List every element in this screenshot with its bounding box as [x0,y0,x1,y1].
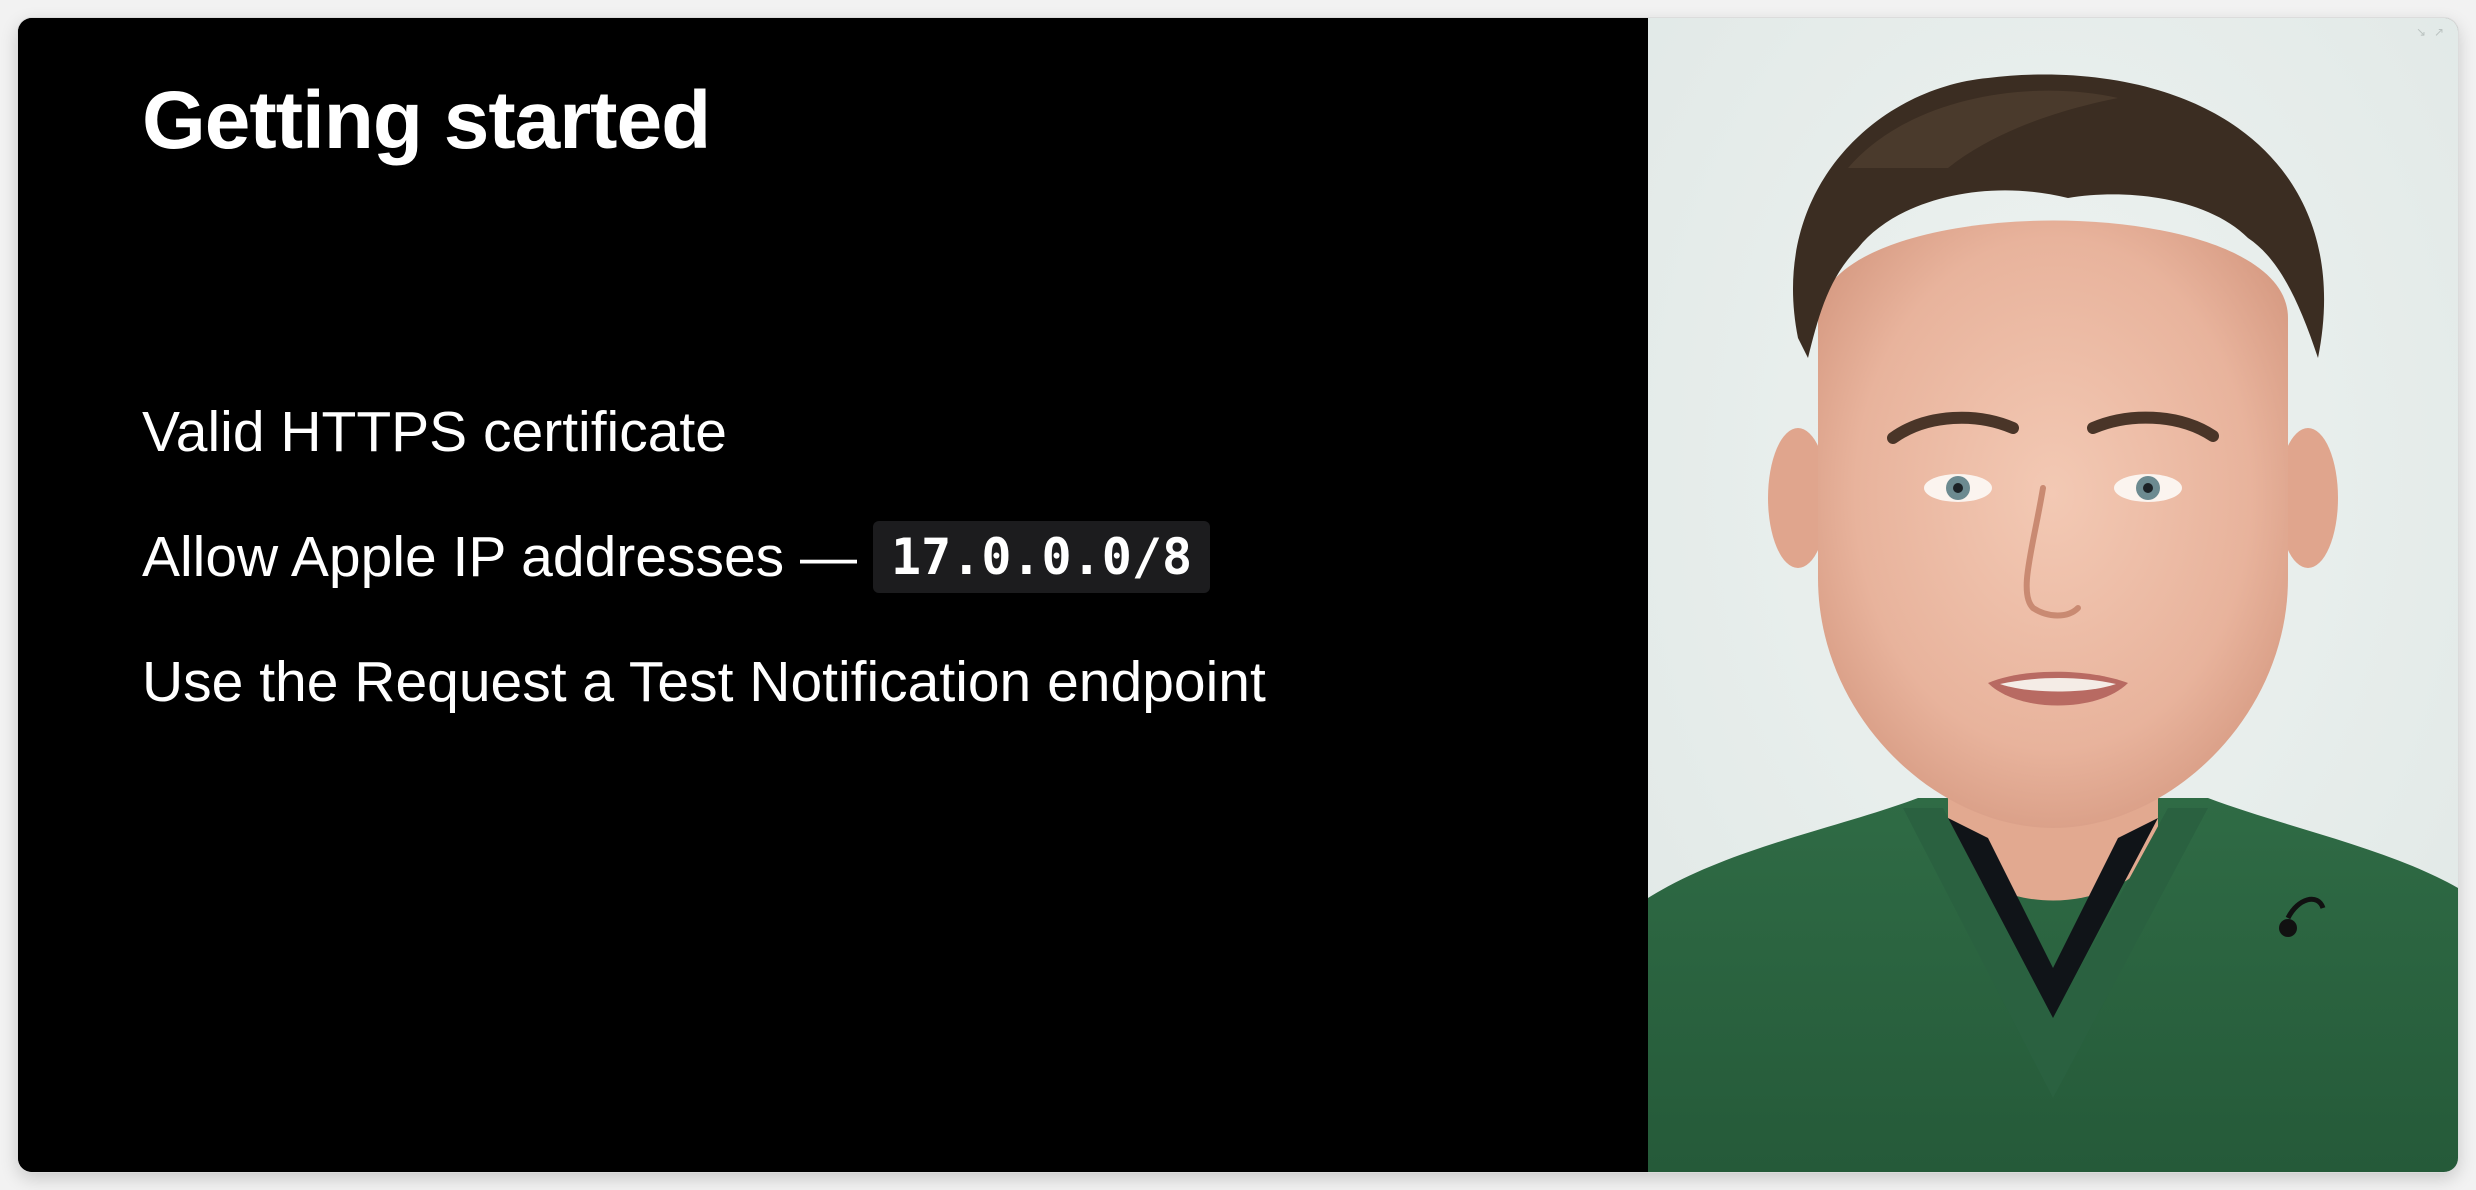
bullet-https: Valid HTTPS certificate [142,396,1266,468]
slide: Getting started Valid HTTPS certificate … [18,18,1648,1172]
video-corner-controls: ↘ ↗ [2416,26,2446,38]
bullet-text: Use the Request a Test Notification endp… [142,650,1266,714]
presenter-video[interactable]: ↘ ↗ [1648,18,2458,1172]
bullet-text: Valid HTTPS certificate [142,400,727,464]
bullet-test-notification: Use the Request a Test Notification endp… [142,646,1266,718]
bullet-text: Allow Apple IP addresses — [142,525,858,589]
presenter-image [1648,18,2458,1172]
ip-range-code: 17.0.0.0/8 [873,521,1211,593]
collapse-icon[interactable]: ↘ [2416,25,2427,39]
slide-title: Getting started [142,75,711,166]
bullet-list: Valid HTTPS certificate Allow Apple IP a… [142,396,1266,771]
expand-icon[interactable]: ↗ [2434,25,2445,39]
bullet-ip-addresses: Allow Apple IP addresses — 17.0.0.0/8 [142,521,1266,593]
video-window: Getting started Valid HTTPS certificate … [18,18,2458,1172]
